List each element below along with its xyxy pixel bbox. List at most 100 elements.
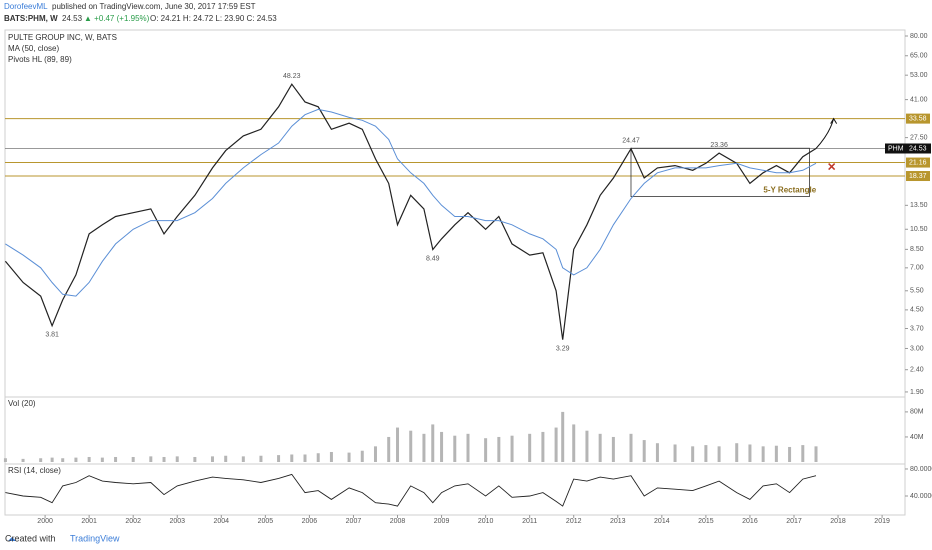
author[interactable]: DorofeevML (4, 2, 48, 11)
plot-frame (4, 29, 906, 516)
y-tick-label: 3.70 (910, 325, 924, 332)
x-tick-label: 2005 (258, 518, 274, 525)
footer-created: Created with (5, 533, 56, 543)
volume-bar (611, 436, 615, 462)
volume-bar (510, 435, 514, 462)
pattern-rectangle (630, 147, 810, 197)
volume-bar (316, 453, 320, 462)
stop-mark (828, 163, 836, 171)
volume-bar (21, 458, 25, 462)
level-label: 21.16 (909, 159, 927, 166)
x-tick-label: 2010 (478, 518, 494, 525)
y-tick-label: 1.90 (910, 389, 924, 396)
volume-bar (409, 430, 413, 462)
volume-bar (3, 458, 7, 462)
x-tick-label: 2006 (302, 518, 318, 525)
pane-title: Vol (20) (8, 399, 36, 408)
x-tick-label: 2018 (830, 518, 846, 525)
y-tick-label: 40M (910, 434, 924, 441)
volume-bar (561, 411, 565, 462)
volume-bar (528, 433, 532, 462)
footer-brand[interactable]: TradingView (70, 533, 120, 543)
volume-bar (303, 454, 307, 462)
volume-bar (373, 446, 377, 462)
x-tick-label: 2013 (610, 518, 626, 525)
volume-bar (774, 445, 778, 462)
volume-bar (801, 445, 805, 462)
pivot-label: 24.47 (622, 138, 640, 145)
volume-bar (691, 446, 695, 462)
volume-bar (748, 444, 752, 462)
current-name: PHM (888, 145, 904, 152)
x-tick-label: 2016 (742, 518, 758, 525)
volume-bar (131, 456, 135, 462)
volume-bar (241, 456, 245, 462)
y-tick-label: 2.40 (910, 367, 924, 374)
volume-bar (39, 458, 43, 462)
y-tick-label: 53.00 (910, 72, 928, 79)
volume-bar (61, 458, 65, 462)
volume-bar (673, 444, 677, 462)
volume-bar (554, 427, 558, 462)
ma-line (5, 108, 817, 297)
y-tick-label: 8.50 (910, 246, 924, 253)
volume-bar (735, 443, 739, 462)
volume-bar (629, 433, 633, 462)
x-tick-label: 2002 (125, 518, 141, 525)
volume-bar (484, 438, 488, 462)
y-tick-label: 80M (910, 409, 924, 416)
pivot-label: 3.81 (45, 332, 59, 339)
pivot-label: 8.49 (426, 255, 440, 262)
y-tick-label: 13.50 (910, 202, 928, 209)
volume-bar (422, 433, 426, 462)
y-tick-label: 80.0000 (910, 466, 932, 473)
level-tag (906, 113, 930, 124)
volume-bar (598, 433, 602, 462)
level-tag (906, 157, 930, 168)
volume-bar (175, 456, 179, 462)
y-tick-label: 80.00 (910, 33, 928, 40)
volume-bar (74, 457, 78, 462)
y-tick-label: 65.00 (910, 53, 928, 60)
volume-bar (329, 451, 333, 462)
x-tick-label: 2004 (214, 518, 230, 525)
volume-bar (347, 452, 351, 462)
current-value: 24.53 (909, 145, 927, 152)
pivot-label: 48.23 (283, 73, 301, 80)
pivot-label: 23.36 (710, 142, 728, 149)
volume-bar (572, 424, 576, 462)
logo (8, 537, 16, 541)
x-tick-label: 2009 (434, 518, 450, 525)
x-tick-label: 2007 (346, 518, 362, 525)
last: 24.53 (62, 14, 83, 23)
x-tick-label: 2017 (786, 518, 802, 525)
volume-bar (100, 457, 104, 462)
volume-bar (761, 446, 765, 462)
x-tick-label: 2019 (874, 518, 890, 525)
arrow-head (830, 117, 838, 124)
volume-bar (277, 455, 281, 462)
volume-bar (210, 456, 214, 462)
published: published on TradingView.com, June 30, 2… (52, 2, 256, 11)
volume-bar (162, 456, 166, 462)
volume-bar (360, 450, 364, 462)
x-tick-label: 2012 (566, 518, 582, 525)
volume-bar (466, 433, 470, 462)
x-tick-label: 2015 (698, 518, 714, 525)
volume-bar (642, 440, 646, 462)
current-tag (885, 143, 931, 154)
volume-bar (704, 445, 708, 462)
chart-title: PULTE GROUP INC, W, BATS (8, 33, 117, 42)
change: ▲ +0.47 (+1.95%) (84, 14, 150, 23)
y-tick-label: 41.00 (910, 96, 928, 103)
level-tag (906, 171, 930, 182)
y-tick-label: 3.00 (910, 345, 924, 352)
volume-bar (114, 456, 118, 462)
volume-bar (149, 456, 153, 462)
ohlc: O: 24.21 H: 24.72 L: 23.90 C: 24.53 (150, 14, 277, 23)
rectangle-label: 5-Y Rectangle (763, 186, 816, 195)
y-tick-label: 4.50 (910, 307, 924, 314)
y-tick-label: 40.0000 (910, 493, 932, 500)
volume-bar (788, 446, 792, 462)
volume-bar (717, 446, 721, 462)
